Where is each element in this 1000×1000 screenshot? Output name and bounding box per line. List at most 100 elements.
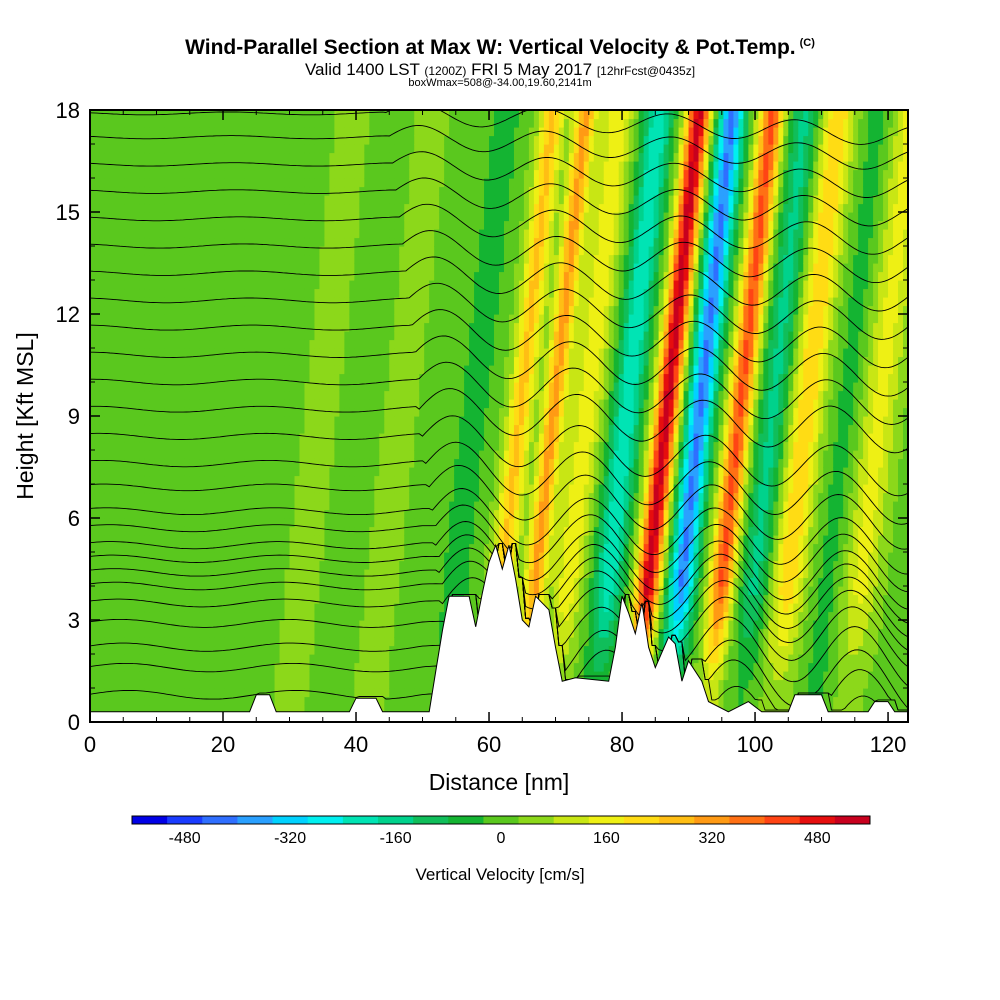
- velocity-cell: [284, 603, 291, 613]
- velocity-cell: [319, 339, 326, 349]
- velocity-cell: [239, 586, 246, 596]
- velocity-cell: [249, 288, 256, 298]
- velocity-cell: [229, 679, 236, 689]
- velocity-cell: [199, 518, 206, 528]
- velocity-cell: [364, 577, 370, 587]
- velocity-cell: [334, 229, 340, 239]
- velocity-cell: [124, 407, 131, 417]
- velocity-cell: [124, 696, 131, 706]
- velocity-cell: [344, 603, 350, 613]
- velocity-cell: [284, 679, 291, 689]
- velocity-cell: [274, 637, 281, 647]
- velocity-cell: [339, 484, 345, 494]
- velocity-cell: [204, 339, 211, 349]
- velocity-cell: [214, 407, 221, 417]
- velocity-cell: [269, 305, 276, 315]
- velocity-cell: [319, 705, 326, 715]
- velocity-cell: [369, 331, 375, 341]
- velocity-cell: [349, 688, 355, 698]
- velocity-cell: [429, 679, 435, 689]
- velocity-cell: [219, 331, 226, 341]
- velocity-cell: [329, 424, 335, 434]
- velocity-cell: [379, 645, 385, 655]
- velocity-cell: [239, 441, 246, 451]
- velocity-cell: [114, 424, 121, 434]
- velocity-cell: [109, 526, 116, 536]
- velocity-cell: [194, 705, 201, 715]
- velocity-cell: [139, 671, 146, 681]
- velocity-cell: [414, 246, 420, 256]
- velocity-cell: [329, 501, 335, 511]
- velocity-cell: [264, 552, 271, 562]
- velocity-cell: [424, 535, 430, 545]
- velocity-cell: [259, 382, 266, 392]
- velocity-cell: [154, 203, 161, 213]
- velocity-cell: [264, 671, 271, 681]
- velocity-cell: [324, 467, 331, 477]
- velocity-cell: [274, 688, 281, 698]
- velocity-cell: [90, 450, 96, 460]
- velocity-cell: [209, 458, 216, 468]
- velocity-cell: [269, 424, 276, 434]
- velocity-cell: [204, 373, 211, 383]
- velocity-cell: [114, 637, 121, 647]
- velocity-cell: [139, 620, 146, 630]
- velocity-cell: [394, 543, 400, 553]
- velocity-cell: [424, 475, 430, 485]
- velocity-cell: [249, 628, 256, 638]
- velocity-cell: [349, 195, 355, 205]
- velocity-cell: [364, 475, 370, 485]
- velocity-cell: [124, 280, 131, 290]
- velocity-cell: [424, 195, 430, 205]
- velocity-cell: [149, 518, 156, 528]
- velocity-cell: [164, 399, 171, 409]
- velocity-cell: [199, 577, 206, 587]
- velocity-cell: [94, 637, 101, 647]
- velocity-cell: [284, 390, 291, 400]
- velocity-cell: [324, 424, 331, 434]
- velocity-cell: [339, 331, 345, 341]
- velocity-cell: [264, 127, 271, 137]
- velocity-cell: [344, 637, 350, 647]
- velocity-cell: [269, 237, 276, 247]
- velocity-cell: [299, 331, 306, 341]
- velocity-cell: [404, 688, 410, 698]
- velocity-cell: [324, 152, 331, 162]
- velocity-cell: [314, 271, 321, 281]
- velocity-cell: [284, 671, 291, 681]
- velocity-cell: [409, 620, 415, 630]
- velocity-cell: [204, 424, 211, 434]
- velocity-cell: [124, 331, 131, 341]
- velocity-cell: [179, 441, 186, 451]
- velocity-cell: [249, 280, 256, 290]
- velocity-cell: [99, 314, 106, 324]
- velocity-cell: [354, 458, 360, 468]
- velocity-cell: [159, 654, 166, 664]
- velocity-cell: [189, 186, 196, 196]
- velocity-cell: [424, 331, 430, 341]
- velocity-cell: [99, 467, 106, 477]
- velocity-cell: [279, 645, 286, 655]
- velocity-cell: [324, 407, 331, 417]
- velocity-cell: [94, 178, 101, 188]
- velocity-cell: [319, 356, 326, 366]
- velocity-cell: [394, 203, 400, 213]
- velocity-cell: [349, 484, 355, 494]
- velocity-cell: [404, 458, 410, 468]
- velocity-cell: [254, 671, 261, 681]
- velocity-cell: [109, 696, 116, 706]
- velocity-cell: [139, 314, 146, 324]
- velocity-cell: [94, 399, 101, 409]
- velocity-cell: [159, 271, 166, 281]
- velocity-cell: [179, 178, 186, 188]
- velocity-cell: [244, 373, 251, 383]
- velocity-cell: [109, 322, 116, 332]
- velocity-cell: [319, 322, 326, 332]
- velocity-cell: [114, 679, 121, 689]
- velocity-cell: [399, 603, 405, 613]
- velocity-cell: [339, 492, 345, 502]
- velocity-cell: [359, 161, 365, 171]
- velocity-cell: [229, 186, 236, 196]
- velocity-cell: [314, 390, 321, 400]
- velocity-cell: [139, 118, 146, 128]
